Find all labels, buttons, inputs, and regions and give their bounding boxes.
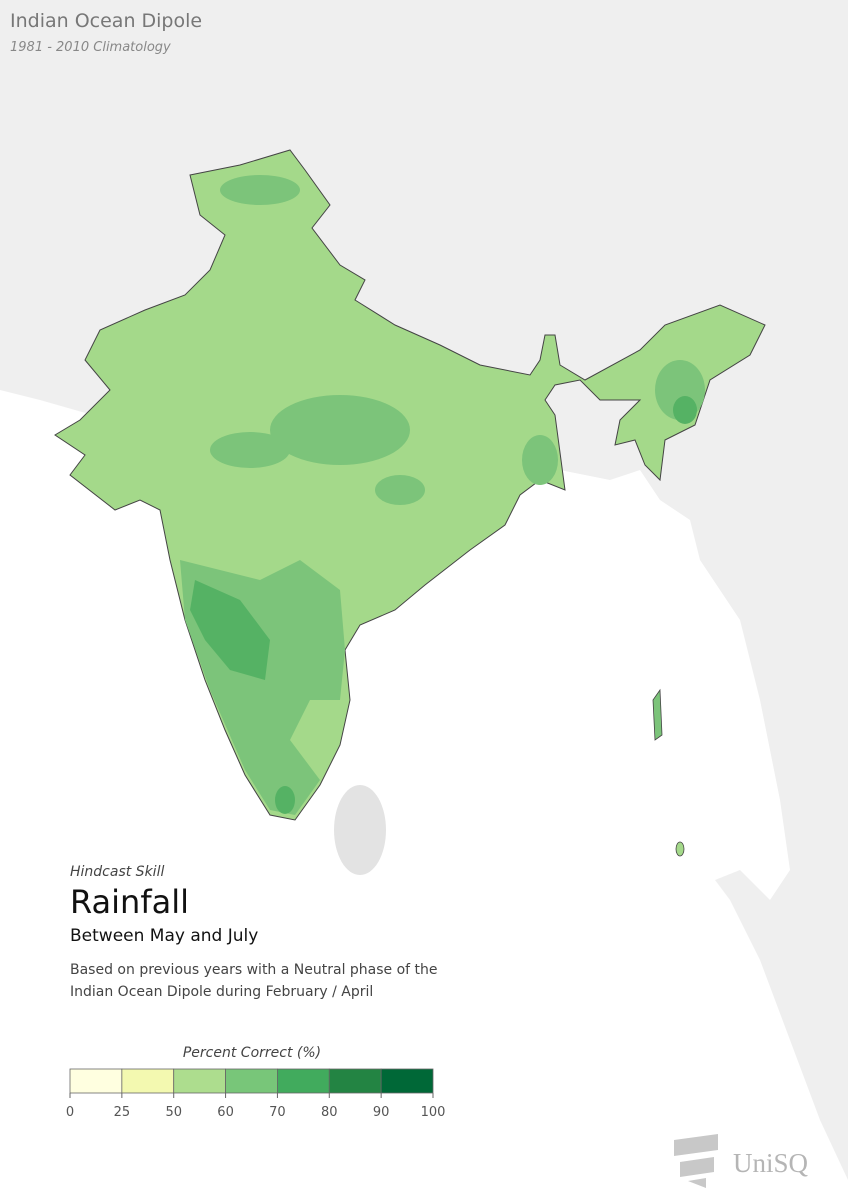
legend-swatch — [121, 1068, 175, 1094]
legend-tick-label: 60 — [217, 1105, 234, 1120]
panel-period: Between May and July — [70, 926, 258, 946]
legend-swatch — [380, 1068, 434, 1094]
logo-icon — [674, 1134, 718, 1188]
map-subtitle: 1981 - 2010 Climatology — [10, 40, 171, 55]
panel-description: Based on previous years with a Neutral p… — [70, 962, 438, 978]
sri-lanka — [334, 785, 386, 875]
andaman-islands — [652, 688, 663, 741]
legend-swatch — [328, 1068, 382, 1094]
panel-kicker: Hindcast Skill — [70, 864, 164, 880]
legend-tick-label: 50 — [165, 1105, 182, 1120]
legend-tick-label: 80 — [321, 1105, 338, 1120]
legend-tick-label: 90 — [373, 1105, 390, 1120]
legend-title: Percent Correct (%) — [183, 1045, 321, 1061]
legend-swatch — [277, 1068, 330, 1094]
legend-swatch — [225, 1068, 278, 1094]
legend-tick-label: 25 — [114, 1105, 131, 1120]
legend: 0 25 50 60 70 80 90 100 — [66, 1068, 446, 1120]
high-skill-patches — [190, 396, 697, 814]
legend-tick-label: 70 — [269, 1105, 286, 1120]
panel-description: Indian Ocean Dipole during February / Ap… — [70, 984, 373, 1000]
logo-text: UniSQ — [733, 1148, 809, 1178]
logo: UniSQ — [674, 1134, 809, 1188]
nicobar-islands — [675, 841, 685, 857]
map-title: Indian Ocean Dipole — [10, 10, 202, 32]
legend-swatch — [173, 1068, 226, 1094]
legend-tick-label: 0 — [66, 1105, 74, 1120]
panel-variable: Rainfall — [70, 883, 189, 921]
legend-swatch — [69, 1068, 123, 1094]
legend-tick-label: 100 — [421, 1105, 446, 1120]
